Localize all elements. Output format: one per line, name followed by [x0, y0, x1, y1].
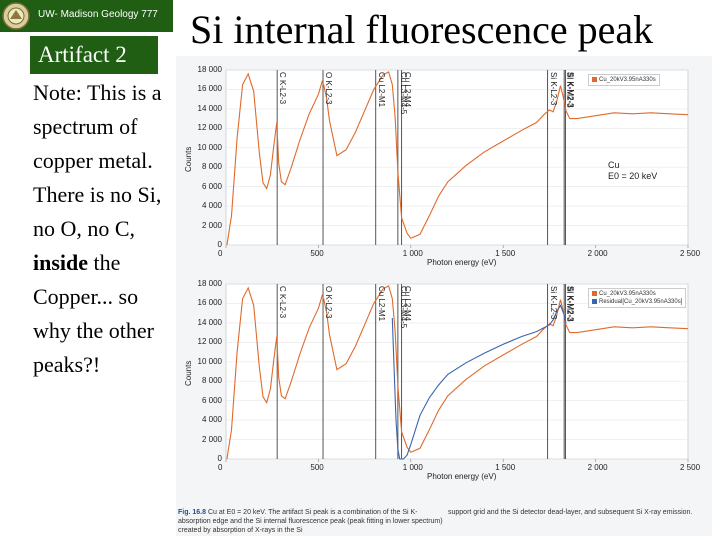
legend-entry: Residual[Cu_20kV3.95nA330s]	[592, 298, 682, 306]
marker-line-label: Cu L2-M4	[402, 286, 412, 322]
y-tick-label: 6 000	[201, 181, 222, 191]
marker-line-label: Si K-L2-3	[548, 72, 558, 106]
series-line	[391, 304, 567, 460]
y-tick-label: 2 000	[201, 434, 222, 444]
x-tick-label: 0	[218, 249, 223, 258]
marker-line-label: Cu L2-M1	[376, 72, 386, 108]
legend-label: Cu_20kV3.95nA330s	[599, 291, 656, 297]
spectrum-panel-bottom: 0 2 000 4 000 6 000 8 000 10 000 12 000 14 000 1…	[176, 274, 712, 484]
note-bold: inside	[33, 250, 89, 275]
legend-entry: Cu_20kV3.95nA330s	[592, 290, 682, 298]
figure-caption-continued: support grid and the Si detector dead-la…	[448, 509, 693, 516]
x-axis-label: Photon energy (eV)	[427, 472, 497, 481]
chart-legend: Cu_20kV3.95nA330s	[588, 74, 660, 86]
series-line	[226, 285, 689, 460]
marker-line-label: C K-L2-3	[278, 72, 288, 105]
caption-text: Cu at E0 = 20 keV. The artifact Si peak …	[178, 509, 443, 534]
y-tick-label: 16 000	[197, 298, 222, 308]
course-header: UW- Madison Geology 777	[38, 9, 158, 20]
y-tick-label: 10 000	[197, 356, 222, 366]
plot-area	[225, 69, 689, 246]
y-tick-label: 16 000	[197, 84, 222, 94]
marker-line-label: C K-L2-3	[278, 286, 288, 319]
x-tick-label: 2 000	[587, 249, 608, 258]
legend-entry: Cu_20kV3.95nA330s	[592, 76, 656, 84]
legend-swatch	[592, 76, 597, 82]
sample-annotation: Cu E0 = 20 keV	[608, 160, 657, 182]
y-tick-label: 8 000	[201, 376, 222, 386]
x-tick-label: 500	[310, 249, 324, 258]
x-tick-label: 2 500	[680, 249, 701, 258]
annotation-line-2: E0 = 20 keV	[608, 171, 658, 181]
spectrum-chart-bottom	[225, 283, 689, 462]
legend-label: Residual[Cu_20kV3.95nA330s]	[599, 299, 683, 305]
x-tick-label: 500	[310, 463, 324, 472]
y-tick-label: 0	[217, 454, 222, 463]
x-tick-label: 1 000	[402, 463, 423, 472]
marker-line-label: Cu L2-M1	[376, 286, 386, 322]
y-tick-label: 10 000	[197, 142, 222, 152]
y-tick-label: 14 000	[197, 103, 222, 113]
x-tick-label: 1 500	[495, 463, 516, 472]
y-tick-label: 18 000	[197, 279, 222, 288]
legend-swatch	[592, 290, 597, 296]
chart-legend: Cu_20kV3.95nA330s Residual[Cu_20kV3.95nA3…	[588, 288, 687, 308]
artifact-label: Artifact 2	[30, 36, 158, 74]
series-line	[226, 71, 689, 246]
spectrum-chart-top	[225, 69, 689, 248]
marker-line-label: O K-L2-3	[324, 72, 334, 105]
caption-label: Fig. 16.8	[178, 509, 207, 516]
university-seal-icon	[2, 2, 30, 30]
legend-label: Cu_20kV3.95nA330s	[599, 77, 656, 83]
slide-title: Si internal fluorescence peak	[190, 7, 654, 52]
annotation-line-1: Cu	[608, 160, 620, 170]
marker-line-label: Si K-M2-3	[565, 72, 575, 108]
y-tick-label: 12 000	[197, 337, 222, 347]
x-tick-label: 2 500	[680, 463, 701, 472]
spectrum-panel-top: 0 2 000 4 000 6 000 8 000 10 000 12 000 14 000 1…	[176, 60, 712, 270]
y-tick-label: 14 000	[197, 317, 222, 327]
y-tick-label: 4 000	[201, 201, 222, 211]
y-tick-label: 2 000	[201, 220, 222, 230]
marker-line-label: Si K-M2-3	[565, 286, 575, 322]
spectrum-figure: 0 2 000 4 000 6 000 8 000 10 000 12 000 14 000 1…	[176, 56, 712, 536]
marker-line-label: O K-L2-3	[324, 286, 334, 319]
marker-line-label: Cu L2-M4	[402, 72, 412, 108]
x-axis-label: Photon energy (eV)	[427, 258, 497, 267]
y-tick-label: 4 000	[201, 415, 222, 425]
y-tick-label: 12 000	[197, 123, 222, 133]
y-axis-label: Counts	[184, 360, 193, 386]
y-tick-label: 18 000	[197, 65, 222, 74]
plot-area	[225, 283, 689, 460]
marker-line-label: Si K-L2-3	[548, 286, 558, 320]
y-tick-label: 6 000	[201, 395, 222, 405]
x-tick-label: 1 000	[402, 249, 423, 258]
x-tick-label: 1 500	[495, 249, 516, 258]
legend-swatch	[592, 298, 597, 304]
y-axis-label: Counts	[184, 146, 193, 172]
note-part-2: the Copper... so why the other peaks?!	[33, 250, 154, 377]
y-tick-label: 0	[217, 240, 222, 249]
y-tick-label: 8 000	[201, 162, 222, 172]
x-tick-label: 2 000	[587, 463, 608, 472]
note-part-1: Note: This is a spectrum of copper metal…	[33, 80, 162, 241]
figure-caption: Fig. 16.8 Cu at E0 = 20 keV. The artifac…	[178, 508, 448, 535]
note-text: Note: This is a spectrum of copper metal…	[33, 76, 168, 382]
x-tick-label: 0	[218, 463, 223, 472]
